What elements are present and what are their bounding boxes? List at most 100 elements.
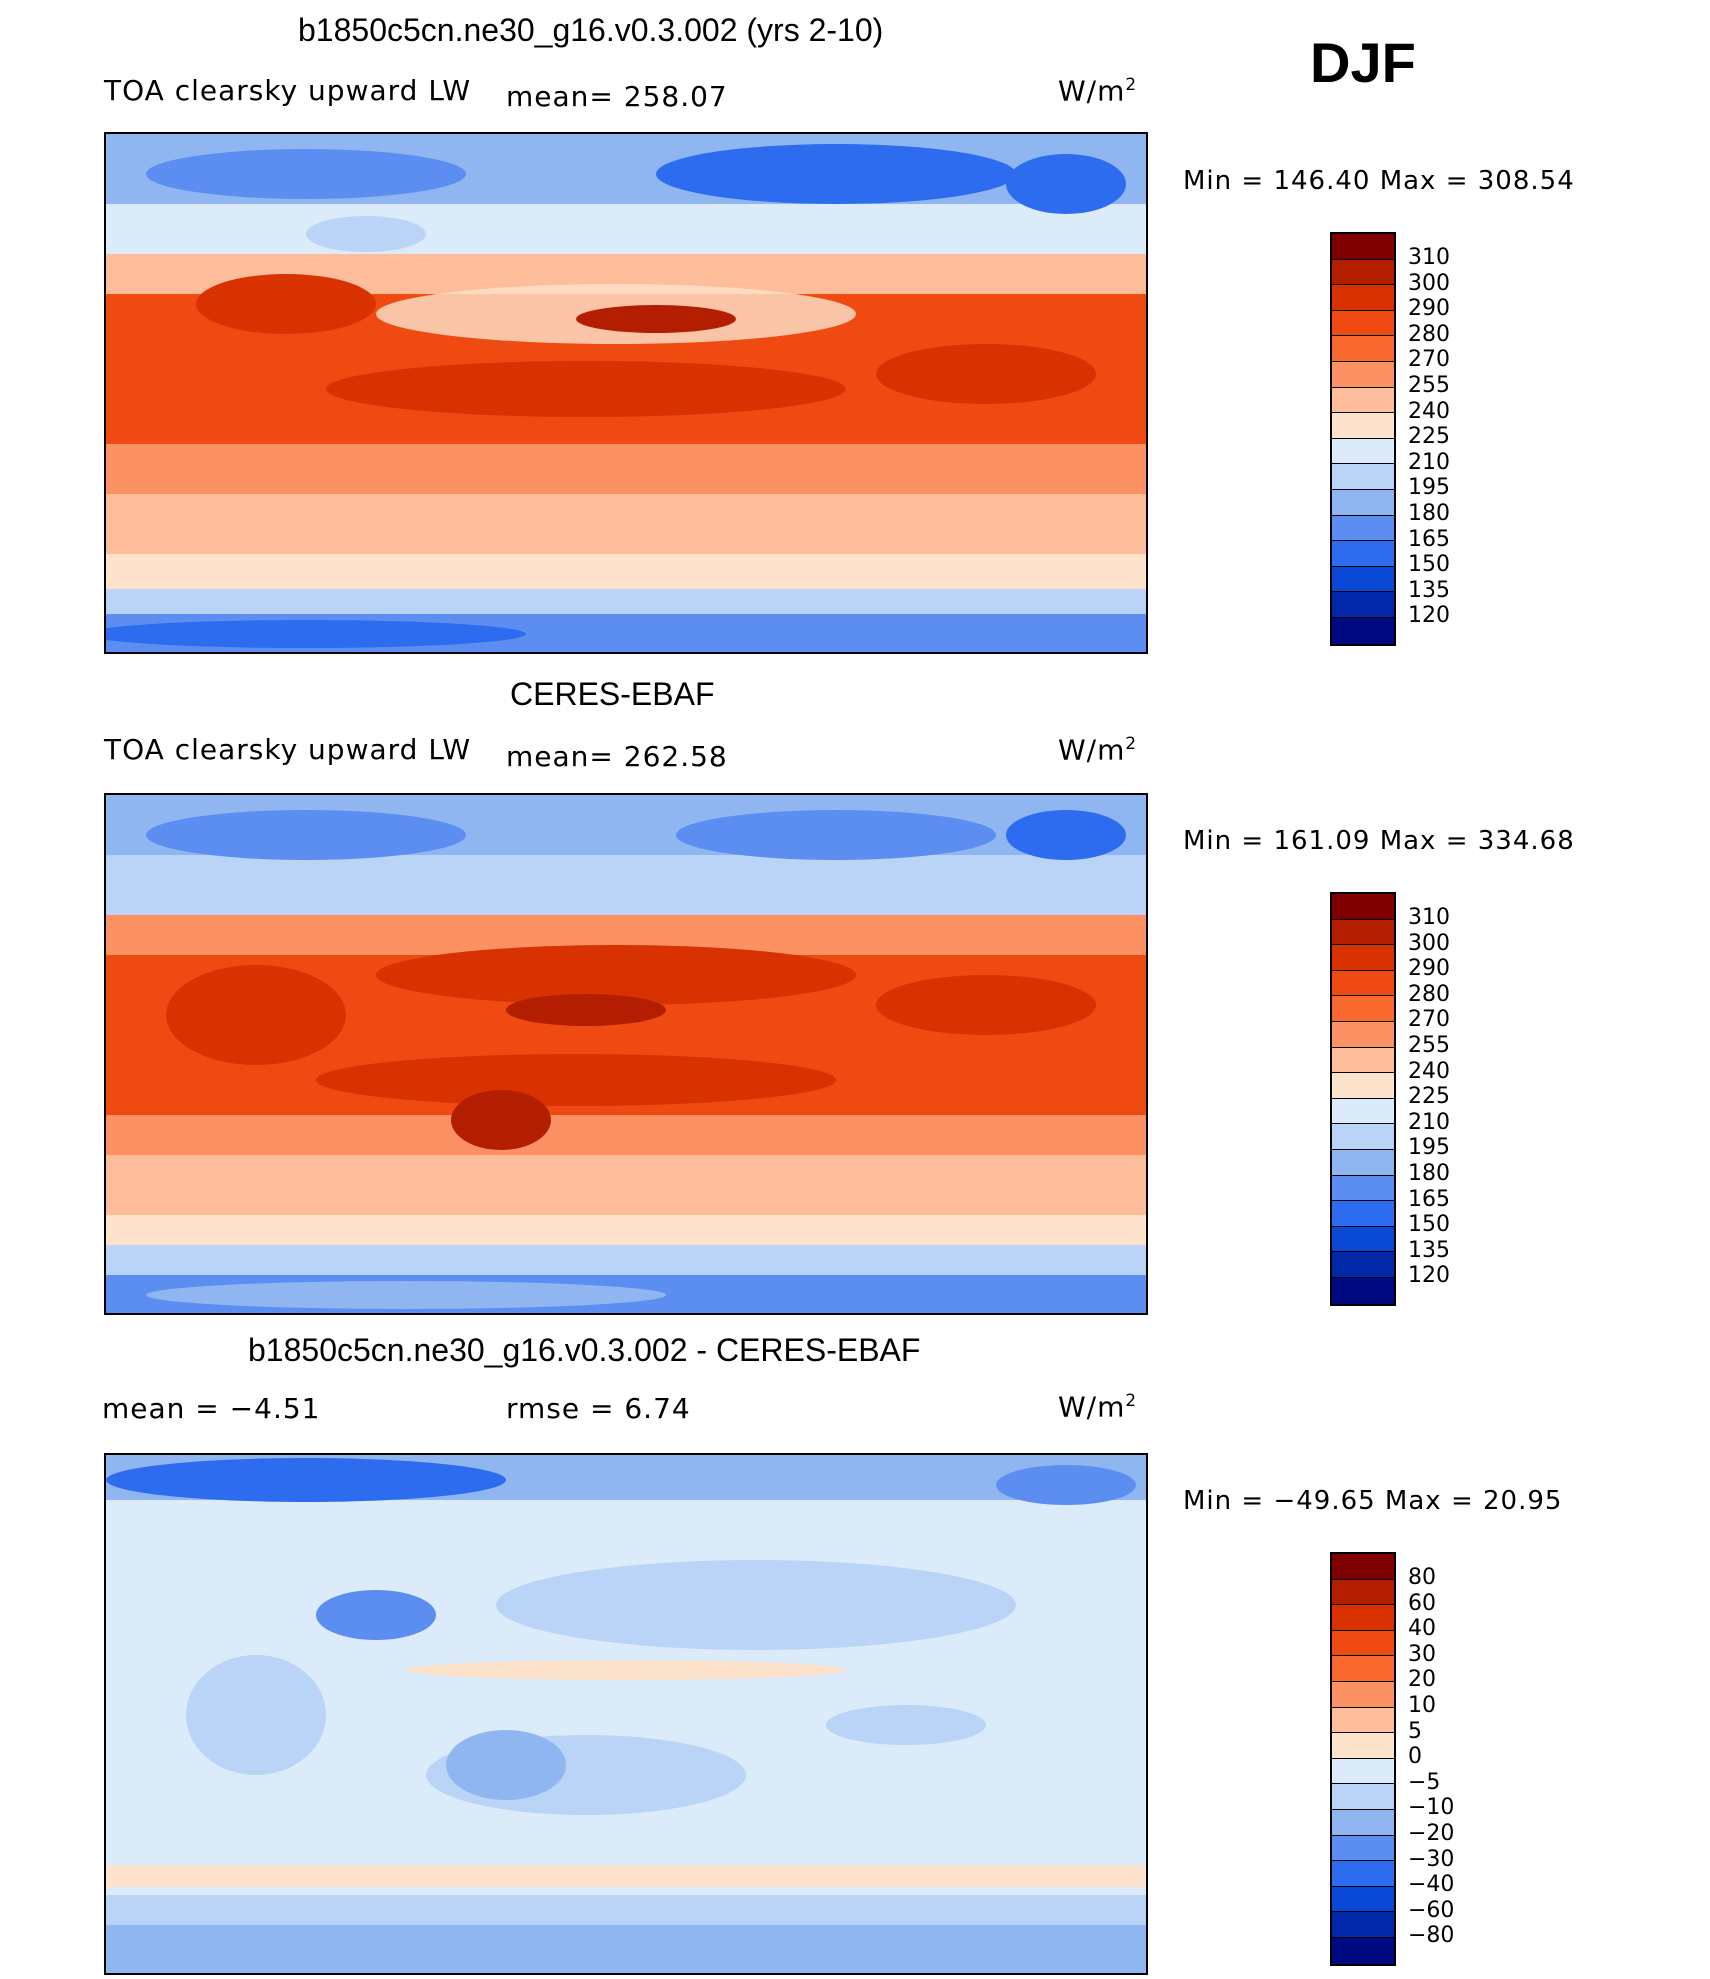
colorbar-swatch xyxy=(1332,413,1394,439)
colorbar-level-label: 165 xyxy=(1408,1186,1450,1212)
colorbar-swatch xyxy=(1332,438,1394,465)
panel3-minmax: Min = −49.65 Max = 20.95 xyxy=(1183,1486,1563,1516)
colorbar-swatch xyxy=(1332,1605,1394,1631)
colorbar-swatch xyxy=(1332,1861,1394,1887)
colorbar-level-label: −20 xyxy=(1408,1820,1455,1846)
colorbar-level-label: 180 xyxy=(1408,500,1450,526)
colorbar-swatch xyxy=(1332,1784,1394,1810)
colorbar-swatch xyxy=(1332,1201,1394,1227)
colorbar-swatch xyxy=(1332,1149,1394,1176)
colorbar-swatch xyxy=(1332,361,1394,388)
colorbar-swatch xyxy=(1332,1021,1394,1048)
colorbar-level-label: 225 xyxy=(1408,1084,1450,1110)
panel2-minmax: Min = 161.09 Max = 334.68 xyxy=(1183,826,1575,856)
panel2-colorbar xyxy=(1330,892,1396,1306)
colorbar-swatch xyxy=(1332,1758,1394,1785)
colorbar-swatch xyxy=(1332,1835,1394,1862)
colorbar-swatch xyxy=(1332,1073,1394,1099)
colorbar-swatch xyxy=(1332,970,1394,997)
colorbar-swatch xyxy=(1332,1047,1394,1074)
colorbar-swatch xyxy=(1332,464,1394,490)
panel1-colorbar xyxy=(1330,232,1396,646)
colorbar-swatch xyxy=(1332,1098,1394,1125)
colorbar-level-label: 255 xyxy=(1408,372,1450,398)
panel1-mean-label: mean= 258.07 xyxy=(506,80,728,113)
colorbar-swatch xyxy=(1332,1124,1394,1150)
colorbar-level-label: 30 xyxy=(1408,1641,1436,1667)
colorbar-level-label: −40 xyxy=(1408,1872,1455,1898)
colorbar-level-label: 20 xyxy=(1408,1667,1436,1693)
colorbar-swatch xyxy=(1332,919,1394,946)
colorbar-level-label: 195 xyxy=(1408,1135,1450,1161)
colorbar-level-label: 225 xyxy=(1408,424,1450,450)
colorbar-swatch xyxy=(1332,945,1394,971)
panel3-colorbar xyxy=(1330,1552,1396,1966)
colorbar-swatch xyxy=(1332,387,1394,414)
colorbar-level-label: 150 xyxy=(1408,1212,1450,1238)
colorbar-level-label: 300 xyxy=(1408,930,1450,956)
colorbar-swatch xyxy=(1332,1175,1394,1202)
colorbar-swatch xyxy=(1332,1277,1394,1304)
colorbar-level-label: 210 xyxy=(1408,449,1450,475)
panel1-colorbar-labels: 310 300 290 280 270 255 240 225 210 195 180 165 150 1… xyxy=(1408,245,1450,629)
colorbar-level-label: 240 xyxy=(1408,398,1450,424)
panel1-units-label: W/m2 xyxy=(1058,74,1138,108)
panel2-colorbar-labels: 310 300 290 280 270 255 240 225 210 195 180 165 150 1… xyxy=(1408,905,1450,1289)
panel2-mean-label: mean= 262.58 xyxy=(506,740,728,773)
colorbar-level-label: 195 xyxy=(1408,475,1450,501)
panel2-map xyxy=(104,793,1148,1315)
colorbar-level-label: −60 xyxy=(1408,1897,1455,1923)
panel1-title: b1850c5cn.ne30_g16.v0.3.002 (yrs 2-10) xyxy=(298,12,884,48)
colorbar-swatch xyxy=(1332,1630,1394,1657)
colorbar-level-label: 280 xyxy=(1408,321,1450,347)
colorbar-swatch xyxy=(1332,1912,1394,1938)
colorbar-level-label: 300 xyxy=(1408,270,1450,296)
panel3-colorbar-labels: 80 60 40 30 20 10 5 0 −5 −10 −20 −30 −40 −60 −80 xyxy=(1408,1565,1454,1949)
colorbar-swatch xyxy=(1332,234,1394,260)
colorbar-level-label: 135 xyxy=(1408,577,1450,603)
panel2-units-label: W/m2 xyxy=(1058,733,1138,767)
colorbar-swatch xyxy=(1332,1681,1394,1708)
colorbar-swatch xyxy=(1332,541,1394,567)
colorbar-level-label: 0 xyxy=(1408,1744,1422,1770)
panel3-map xyxy=(104,1453,1148,1975)
colorbar-level-label: 255 xyxy=(1408,1032,1450,1058)
colorbar-level-label: −5 xyxy=(1408,1769,1441,1795)
colorbar-level-label: 5 xyxy=(1408,1718,1422,1744)
colorbar-swatch xyxy=(1332,1733,1394,1759)
colorbar-swatch xyxy=(1332,259,1394,286)
colorbar-level-label: 40 xyxy=(1408,1616,1436,1642)
panel3-rmse-label: rmse = 6.74 xyxy=(506,1392,691,1425)
colorbar-level-label: −80 xyxy=(1408,1923,1455,1949)
season-label: DJF xyxy=(1310,31,1416,94)
colorbar-level-label: 150 xyxy=(1408,552,1450,578)
colorbar-level-label: 120 xyxy=(1408,603,1450,629)
colorbar-swatch xyxy=(1332,1579,1394,1606)
colorbar-swatch xyxy=(1332,1252,1394,1278)
colorbar-level-label: 10 xyxy=(1408,1692,1436,1718)
colorbar-swatch xyxy=(1332,566,1394,593)
panel2-variable-label: TOA clearsky upward LW xyxy=(104,733,472,766)
colorbar-swatch xyxy=(1332,1937,1394,1964)
colorbar-swatch xyxy=(1332,617,1394,644)
colorbar-level-label: 270 xyxy=(1408,1007,1450,1033)
colorbar-swatch xyxy=(1332,894,1394,920)
colorbar-level-label: 60 xyxy=(1408,1590,1436,1616)
colorbar-level-label: 80 xyxy=(1408,1565,1436,1590)
panel1-map xyxy=(104,132,1148,654)
colorbar-swatch xyxy=(1332,489,1394,516)
colorbar-level-label: 180 xyxy=(1408,1160,1450,1186)
colorbar-swatch xyxy=(1332,1707,1394,1734)
colorbar-level-label: 165 xyxy=(1408,526,1450,552)
colorbar-level-label: −30 xyxy=(1408,1846,1455,1872)
panel3-mean-label: mean = −4.51 xyxy=(102,1392,321,1425)
colorbar-level-label: −10 xyxy=(1408,1795,1455,1821)
colorbar-swatch xyxy=(1332,592,1394,618)
colorbar-level-label: 290 xyxy=(1408,956,1450,982)
panel1-variable-label: TOA clearsky upward LW xyxy=(104,74,472,107)
colorbar-level-label: 310 xyxy=(1408,905,1450,930)
colorbar-level-label: 210 xyxy=(1408,1109,1450,1135)
colorbar-swatch xyxy=(1332,1886,1394,1913)
colorbar-swatch xyxy=(1332,1554,1394,1580)
colorbar-swatch xyxy=(1332,515,1394,542)
